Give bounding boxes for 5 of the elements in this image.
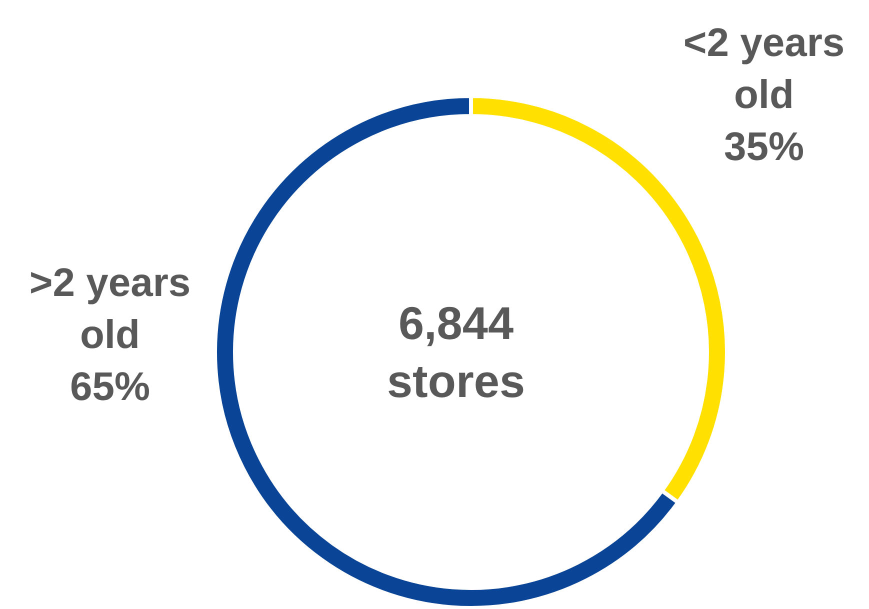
slice-label: <2 years old (683, 21, 845, 117)
text: 6,844 stores (386, 297, 526, 407)
data-label: 65% (70, 365, 150, 409)
data-label: 35% (724, 125, 804, 169)
slice-label: >2 years old (29, 261, 191, 357)
